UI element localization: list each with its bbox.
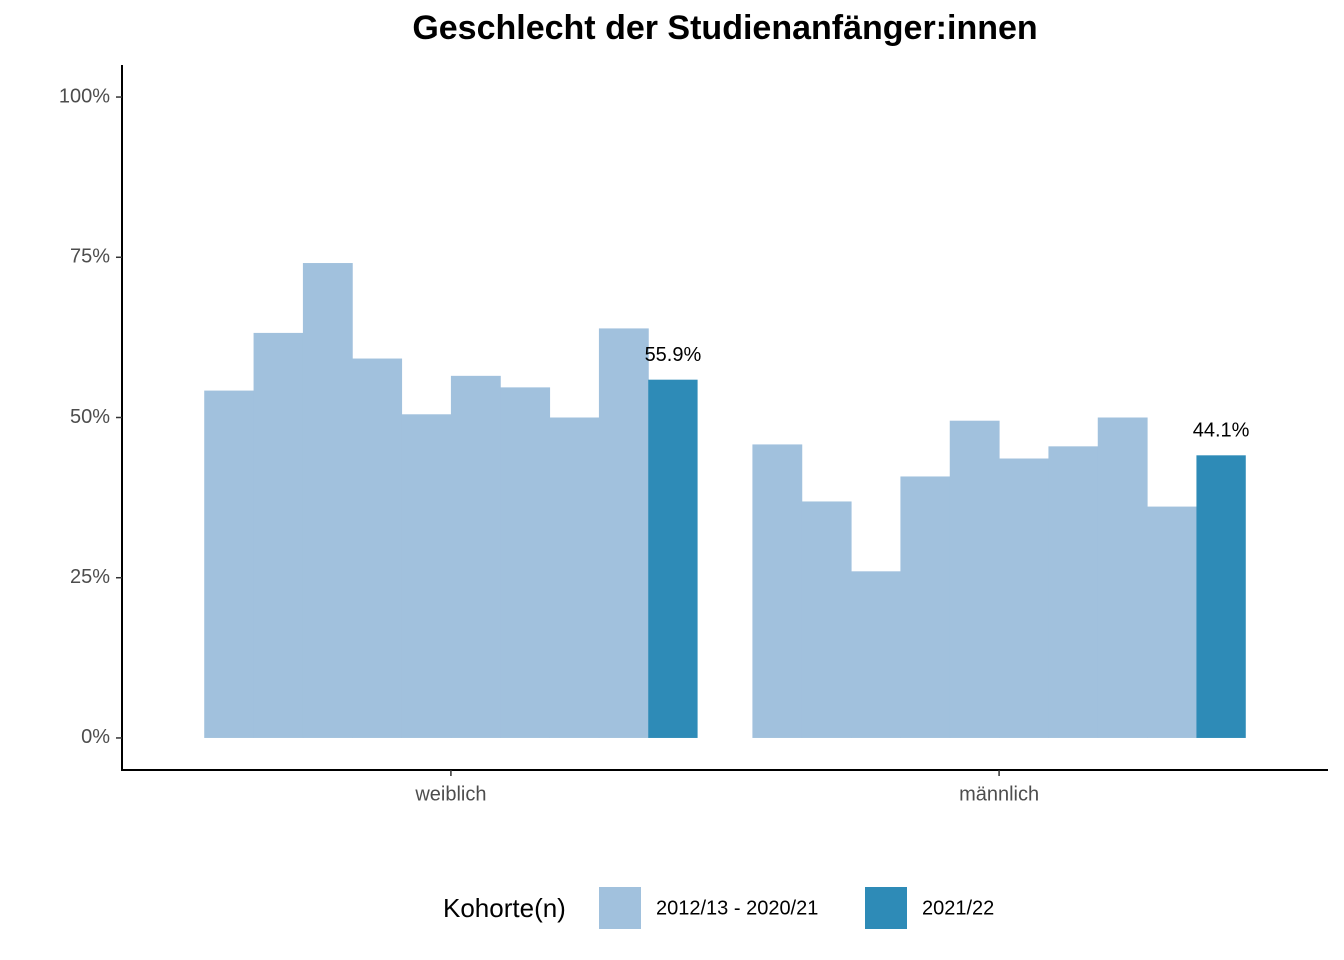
y-tick-label: 0% [81,726,110,748]
y-tick-label: 25% [70,566,110,588]
bar [900,476,951,738]
y-tick-label: 100% [59,85,110,107]
legend-swatch [599,887,641,929]
bar [1097,417,1148,738]
legend-label: 2012/13 - 2020/21 [656,897,818,919]
bar [648,379,698,738]
bar [549,417,600,738]
bar [949,420,1000,738]
bar [598,328,649,738]
bar [500,387,551,738]
bar [302,263,353,738]
x-tick-label: weiblich [414,783,486,805]
bar [1147,506,1197,738]
bar [352,358,403,738]
x-tick-label: männlich [959,783,1039,805]
legend-swatch [865,887,907,929]
legend-title: Kohorte(n) [443,893,566,923]
bar [1196,455,1246,738]
bar [401,414,452,738]
legend-label: 2021/22 [922,897,994,919]
y-tick-label: 50% [70,406,110,428]
bar [752,444,803,738]
bar [801,501,852,738]
value-label: 55.9% [645,344,702,366]
chart-title: Geschlecht der Studienanfänger:innen [412,9,1037,47]
bar [253,332,304,738]
value-label: 44.1% [1193,420,1250,442]
bar [1048,446,1099,738]
bar [851,571,901,738]
bar [450,375,501,738]
bar [204,390,255,738]
y-tick-label: 75% [70,246,110,268]
bar [999,458,1049,738]
